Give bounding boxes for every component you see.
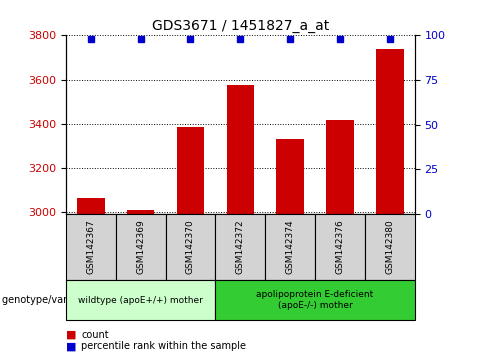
Text: GSM142369: GSM142369 <box>136 219 145 274</box>
Text: wildtype (apoE+/+) mother: wildtype (apoE+/+) mother <box>78 296 203 304</box>
Text: GSM142380: GSM142380 <box>386 219 394 274</box>
Bar <box>326 120 354 214</box>
Bar <box>127 210 154 214</box>
Text: GSM142370: GSM142370 <box>186 219 195 274</box>
Bar <box>277 139 304 214</box>
Text: GSM142374: GSM142374 <box>285 219 295 274</box>
Bar <box>177 127 204 214</box>
Bar <box>77 198 104 214</box>
Text: ■: ■ <box>66 330 77 339</box>
Text: ■: ■ <box>66 341 77 351</box>
Title: GDS3671 / 1451827_a_at: GDS3671 / 1451827_a_at <box>152 19 329 33</box>
Text: GSM142367: GSM142367 <box>86 219 95 274</box>
Text: count: count <box>81 330 109 339</box>
Text: apolipoprotein E-deficient
(apoE-/-) mother: apolipoprotein E-deficient (apoE-/-) mot… <box>257 290 374 310</box>
Bar <box>376 48 404 214</box>
Text: GSM142376: GSM142376 <box>336 219 345 274</box>
Text: genotype/variation ▶: genotype/variation ▶ <box>2 295 106 305</box>
Text: percentile rank within the sample: percentile rank within the sample <box>81 341 246 351</box>
Text: GSM142372: GSM142372 <box>236 219 245 274</box>
Bar <box>226 85 254 214</box>
